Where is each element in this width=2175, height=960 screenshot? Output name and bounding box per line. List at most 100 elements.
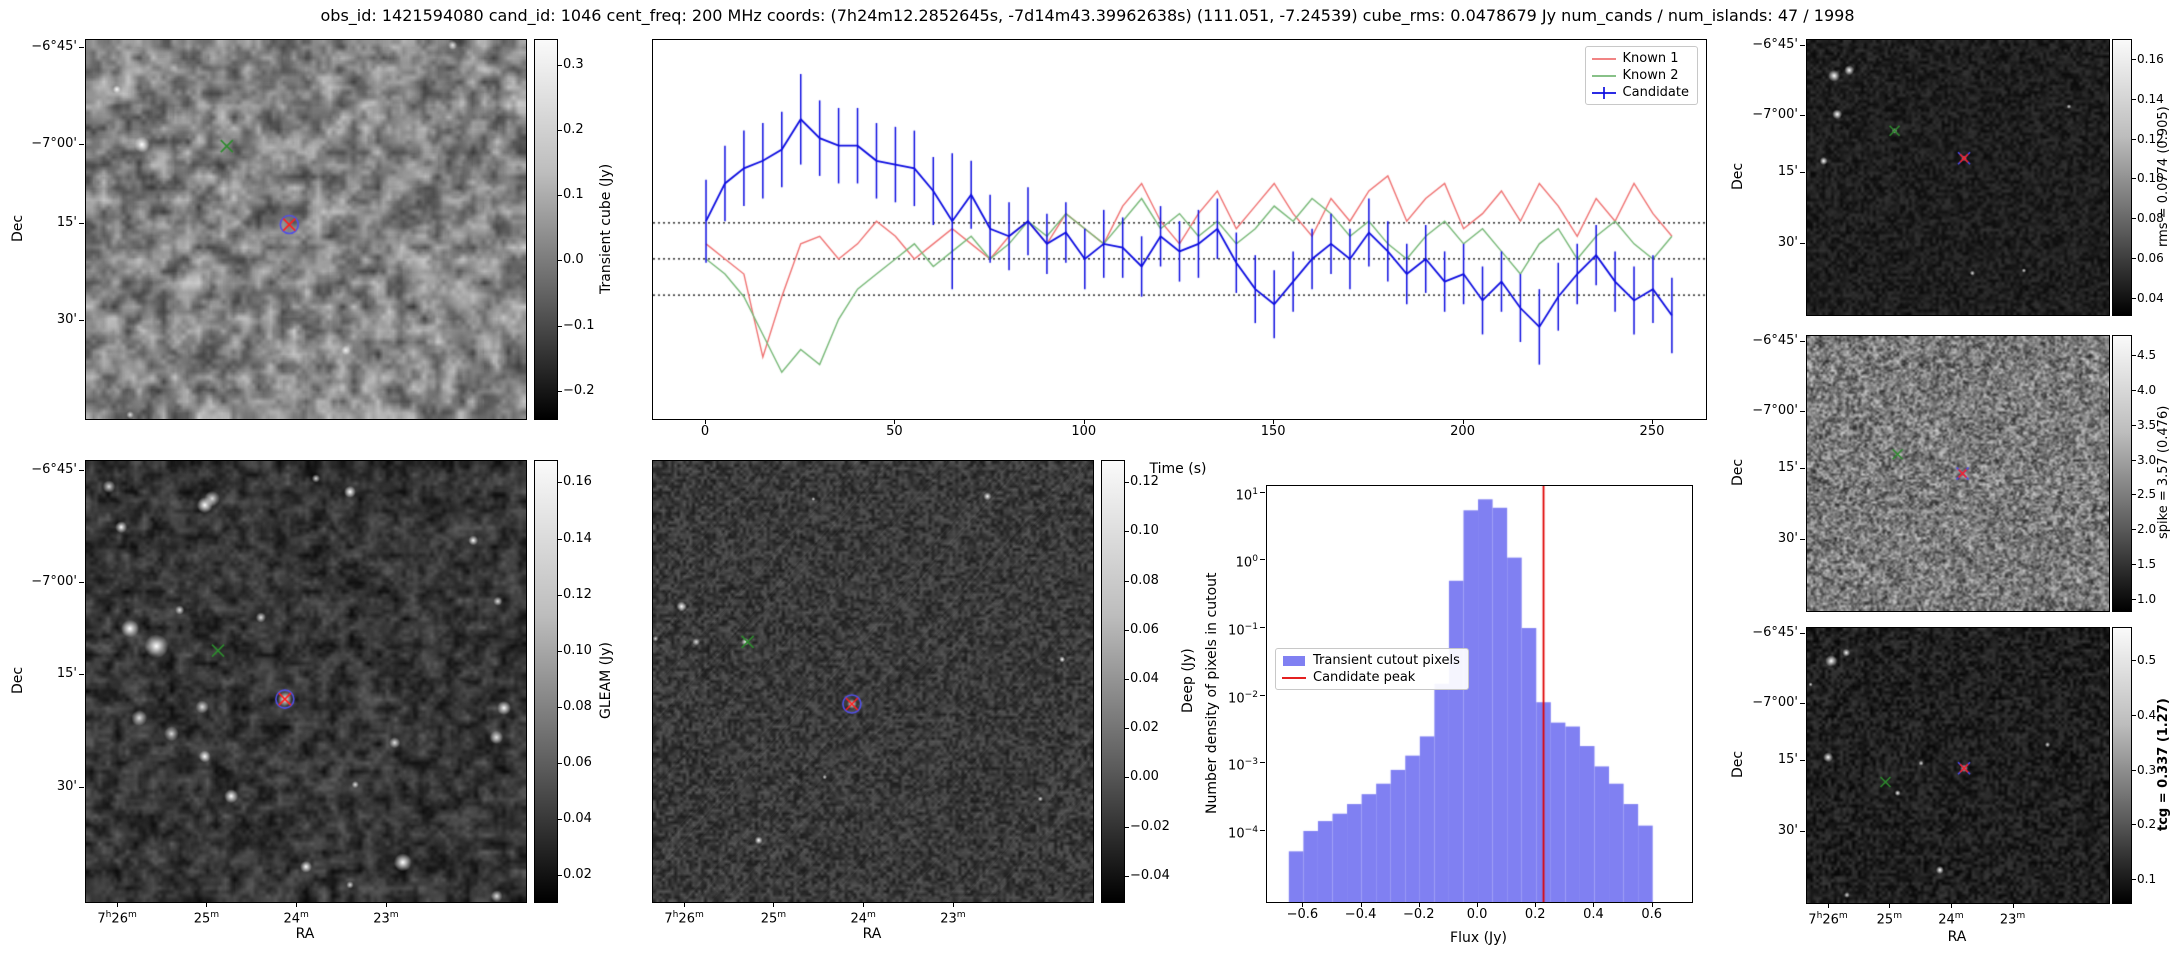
ra-tick-label: 25m <box>1876 911 1903 928</box>
tick-mark <box>2132 599 2136 601</box>
dec-tick-label: −6°45' <box>31 39 77 55</box>
ra-tick-label: 23m <box>373 910 399 927</box>
histogram-plot <box>1267 486 1692 902</box>
tick-mark <box>79 222 84 224</box>
colorbar-tick-label: 0.00 <box>1130 769 1159 785</box>
dec-tick-label: 15' <box>56 665 77 681</box>
legend-label: Known 2 <box>1622 68 1679 83</box>
deep-image-panel <box>652 460 1094 903</box>
deep-colorbar-label: Deep (Jy) <box>1180 648 1196 713</box>
dec-tick-label: 15' <box>1777 164 1798 180</box>
dec-tick-label: 30' <box>1777 531 1798 547</box>
tick-mark <box>2132 424 2136 426</box>
tick-mark <box>1800 341 1805 343</box>
ra-tick-label: 7h26m <box>664 910 704 927</box>
colorbar-tick-label: 0.10 <box>563 642 592 658</box>
colorbar-tick-label: −0.02 <box>1130 818 1170 834</box>
colorbar-tick-label: 0.02 <box>563 866 592 882</box>
tick-mark <box>1800 45 1805 47</box>
tick-mark <box>1950 903 1952 908</box>
legend-patch-swatch <box>1283 655 1305 666</box>
tick-mark <box>863 902 865 907</box>
legend-entry: Candidate <box>1591 84 1689 101</box>
legend-entry: Transient cutout pixels <box>1281 652 1460 669</box>
tick-mark <box>79 143 84 145</box>
deep-colorbar <box>1101 460 1125 903</box>
tick-mark <box>1593 902 1595 907</box>
transient-cube-colorbar-label: Transient cube (Jy) <box>598 163 614 294</box>
rms-colorbar <box>2112 39 2132 316</box>
gleam-image <box>86 461 526 902</box>
tick-mark <box>296 902 298 907</box>
tick-mark <box>952 902 954 907</box>
flux-tick-label: −0.4 <box>1344 907 1377 922</box>
gleam-colorbar <box>534 460 558 903</box>
colorbar-tick-label: 0.02 <box>1130 720 1159 736</box>
colorbar-tick-label: 0.08 <box>2137 211 2164 226</box>
tick-mark <box>1125 826 1129 828</box>
tick-mark <box>558 130 562 132</box>
tick-mark <box>1651 902 1653 907</box>
legend-line-swatch <box>1282 676 1306 679</box>
tick-mark <box>1535 902 1537 907</box>
tick-mark <box>558 874 562 876</box>
legend-line-swatch <box>1591 57 1616 60</box>
colorbar-tick-label: 0.1 <box>2137 872 2157 887</box>
tick-mark <box>558 390 562 392</box>
tick-mark <box>1260 559 1265 561</box>
colorbar-tick-label: 3.0 <box>2137 452 2157 467</box>
dec-tick-label: −6°45' <box>1752 625 1798 641</box>
tick-mark <box>1800 760 1805 762</box>
tick-mark <box>558 762 562 764</box>
figure-title: obs_id: 1421594080 cand_id: 1046 cent_fr… <box>320 6 1855 25</box>
tick-mark <box>558 260 562 262</box>
flux-axis-label: Flux (Jy) <box>1450 930 1507 946</box>
transient-cube-image-panel <box>85 39 527 420</box>
tick-mark <box>1260 762 1265 764</box>
tick-mark <box>2132 459 2136 461</box>
dec-tick-label: −7°00' <box>1752 694 1798 710</box>
ra-tick-label: 25m <box>760 910 787 927</box>
tick-mark <box>1800 172 1805 174</box>
colorbar-tick-label: 0.06 <box>2137 251 2164 266</box>
colorbar-tick-label: 0.10 <box>2137 171 2164 186</box>
colorbar-tick-label: 0.16 <box>2137 51 2164 66</box>
ra-tick-label: 24m <box>283 910 309 927</box>
tick-mark <box>2132 494 2136 496</box>
deep-image <box>653 461 1093 902</box>
spike-image <box>1807 336 2109 611</box>
colorbar-tick-label: 0.06 <box>563 754 592 770</box>
dec-tick-label: −7°00' <box>1752 106 1798 122</box>
time-tick-label: 200 <box>1450 424 1475 439</box>
tick-mark <box>705 419 707 424</box>
tick-mark <box>1800 468 1805 470</box>
colorbar-tick-label: 0.06 <box>1130 621 1159 637</box>
tick-mark <box>1125 875 1129 877</box>
ra-axis-label-gleam: RA <box>295 926 315 942</box>
tick-mark <box>2132 824 2136 826</box>
legend-label: Candidate peak <box>1313 670 1416 685</box>
flux-tick-label: 0.2 <box>1524 907 1546 922</box>
tick-mark <box>79 320 84 322</box>
colorbar-tick-label: 0.5 <box>2137 652 2157 667</box>
colorbar-tick-label: 3.5 <box>2137 417 2157 432</box>
colorbar-tick-label: 0.12 <box>563 586 592 602</box>
time-tick-label: 150 <box>1260 424 1286 439</box>
tick-mark <box>2132 714 2136 716</box>
colorbar-tick-label: 4.5 <box>2137 347 2157 362</box>
rms-image-panel <box>1806 39 2110 316</box>
tick-mark <box>2132 138 2136 140</box>
dec-tick-label: −7°00' <box>31 135 77 151</box>
lightcurve-plot <box>653 40 1706 419</box>
dec-tick-label: 30' <box>1777 235 1798 251</box>
density-tick-label: 100 <box>1235 554 1258 571</box>
lightcurve-legend: Known 1 Known 2 Candidate <box>1584 46 1698 105</box>
density-tick-label: 101 <box>1235 486 1258 504</box>
tick-mark <box>773 902 775 907</box>
colorbar-tick-label: 4.0 <box>2137 382 2157 397</box>
colorbar-tick-label: −0.1 <box>563 317 595 333</box>
lightcurve-panel <box>652 39 1707 420</box>
legend-line-swatch <box>1591 86 1616 99</box>
colorbar-tick-label: 0.08 <box>563 698 592 714</box>
tick-mark <box>1462 419 1464 424</box>
